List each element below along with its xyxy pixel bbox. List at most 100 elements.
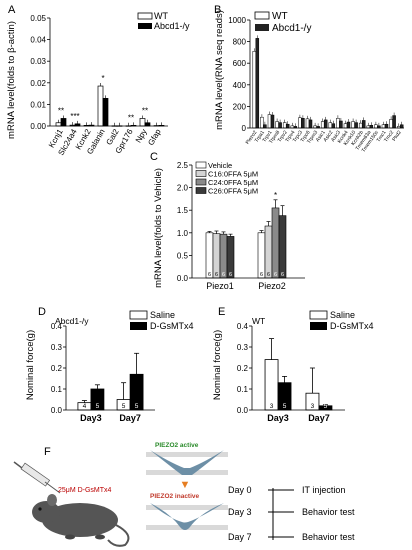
- bar: [392, 115, 396, 129]
- bar: [305, 118, 310, 129]
- bar: [271, 207, 280, 279]
- bar: [298, 117, 302, 129]
- significance-star: **: [58, 106, 64, 115]
- panel-c: C mRNA level(folds to Vehicle) 0.0 0.5 1.0…: [150, 151, 305, 291]
- panel-d-legend-drug: D-GsMTx4: [150, 321, 194, 331]
- panel-a-legend-swatch-ko: [138, 23, 152, 29]
- bar: [282, 122, 287, 129]
- bar: [139, 118, 146, 127]
- legend-swatch: [195, 170, 207, 177]
- panel-a-letter: A: [8, 4, 16, 16]
- panel-d-legend-saline: Saline: [150, 310, 175, 320]
- panel-b-letter: B: [214, 4, 221, 16]
- bar: [308, 119, 313, 129]
- y-tick-label: 0.04: [30, 36, 46, 45]
- bar: [275, 121, 279, 129]
- bar: [264, 225, 273, 279]
- panel-a-legend-ko: Abcd1-/y: [154, 21, 190, 31]
- y-tick-label: 0.3: [51, 343, 63, 352]
- y-tick-label: 0.0: [237, 406, 249, 415]
- bar: [358, 122, 363, 129]
- bar: [260, 116, 264, 129]
- y-tick-label: 0.0: [51, 406, 63, 415]
- y-tick-label: 1.0: [177, 229, 189, 238]
- bar: [374, 124, 378, 129]
- y-tick-label: 0.3: [237, 343, 249, 352]
- bar: [255, 38, 260, 129]
- bar: [384, 123, 389, 129]
- y-tick-label: 400: [233, 81, 247, 90]
- bar: [320, 121, 325, 129]
- y-tick-label: 2.5: [177, 161, 189, 170]
- n-label: 6: [208, 272, 211, 278]
- x-tick-label: Day7: [119, 413, 141, 423]
- bar: [252, 51, 257, 129]
- panel-a: A mRNA level(folds to β-actin) 0.00 0.01 0…: [6, 4, 190, 157]
- x-tick-label: Day3: [80, 413, 102, 423]
- n-label: 5: [122, 403, 126, 410]
- timeline-event: Behavior test: [302, 532, 355, 542]
- significance-star: **: [128, 113, 134, 122]
- piezo-inactive-icon: [146, 503, 228, 530]
- n-label: 6: [274, 272, 277, 278]
- x-tick-label: Day3: [267, 413, 289, 423]
- panel-c-ylabel: mRNA level(folds to Vehicle): [153, 168, 164, 288]
- bar: [323, 119, 328, 129]
- bar: [369, 125, 374, 129]
- panel-a-ylabel: mRNA level(folds to β-actin): [6, 21, 17, 139]
- y-tick-label: 0.5: [177, 251, 189, 260]
- bar: [263, 124, 267, 129]
- significance-star: **: [142, 106, 148, 115]
- x-tick-label: Gfap: [146, 127, 163, 147]
- panel-f-active-label: PIEZO2 active: [155, 442, 199, 449]
- panel-b-legend-wt: WT: [272, 11, 288, 22]
- bar: [97, 85, 104, 127]
- panel-b-legend-swatch-ko: [255, 24, 269, 31]
- n-label: 5: [283, 403, 287, 410]
- panel-d: D Abcd1-/y Nominal force(g) 0.0 0.1 0.2 0.3…: [25, 306, 194, 423]
- panel-e: E WT Nominal force(g) 0.0 0.1 0.2 0.3 0.4 Da…: [212, 306, 374, 423]
- y-tick-label: 0.03: [30, 57, 46, 66]
- bar: [278, 122, 282, 129]
- timeline-day: Day 0: [228, 485, 252, 495]
- y-tick-label: 0.01: [30, 100, 46, 109]
- y-tick-label: 0.02: [30, 79, 46, 88]
- y-tick-label: 0.05: [30, 14, 46, 23]
- significance-star: *: [101, 74, 104, 83]
- panel-d-legend-swatch-saline: [129, 310, 148, 320]
- bar: [343, 123, 348, 129]
- y-tick-label: 1.5: [177, 206, 189, 215]
- bar: [354, 122, 358, 129]
- timeline-event: Behavior test: [302, 507, 355, 517]
- y-tick-label: 0.4: [51, 322, 63, 331]
- timeline-event: IT injection: [302, 485, 345, 495]
- n-label: 6: [215, 272, 218, 278]
- x-tick-label: Day7: [308, 413, 330, 423]
- panel-e-legend-saline: Saline: [330, 310, 355, 320]
- bar: [389, 119, 393, 129]
- y-tick-label: 0.2: [237, 364, 249, 373]
- x-tick-label: Piezo2: [258, 281, 286, 291]
- panel-f-dose: 25μM D-GsMTx4: [58, 487, 112, 494]
- panel-a-legend-swatch-wt: [137, 12, 153, 20]
- panel-f-letter: F: [44, 446, 51, 458]
- bar: [361, 120, 366, 129]
- bar: [278, 215, 287, 279]
- bar: [144, 122, 151, 127]
- panel-e-legend-swatch-saline: [309, 310, 328, 320]
- y-tick-label: 0.0: [177, 274, 189, 283]
- panel-e-letter: E: [218, 306, 225, 318]
- panel-e-subtitle: WT: [252, 316, 265, 326]
- y-tick-label: 0.1: [51, 385, 63, 394]
- y-tick-label: 600: [233, 59, 247, 68]
- significance-star: *: [274, 191, 277, 200]
- panel-f-inactive-label: PIEZO2 inactive: [150, 493, 200, 500]
- y-tick-label: 0.00: [30, 122, 46, 131]
- y-tick-label: 2.0: [177, 184, 189, 193]
- panel-d-ylabel: Nominal force(g): [25, 330, 36, 400]
- bar: [346, 121, 351, 129]
- bar: [339, 120, 343, 129]
- timeline-day: Day 7: [228, 532, 252, 542]
- bar: [351, 121, 355, 129]
